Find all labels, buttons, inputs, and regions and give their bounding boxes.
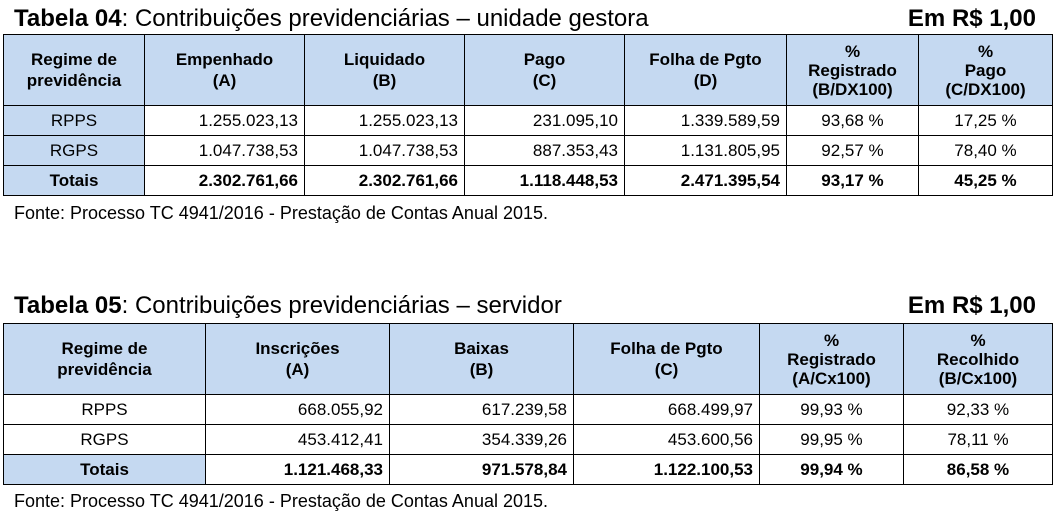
table-row: RPPS 668.055,92 617.239,58 668.499,97 99… <box>3 394 1053 425</box>
table-04-title-number: Tabela 04 <box>14 5 122 32</box>
table-05-title-number: Tabela 05 <box>14 292 122 319</box>
table-cell: 668.499,97 <box>573 394 760 425</box>
table-04-header-pago: Pago (C) <box>464 34 625 106</box>
table-cell: 354.339,26 <box>389 424 574 455</box>
table-04-title-row: Tabela 04: Contribuições previdenciárias… <box>0 3 1054 33</box>
table-cell: 453.600,56 <box>573 424 760 455</box>
table-cell: 1.121.468,33 <box>205 454 390 485</box>
table-04-regime-cell: RGPS <box>3 135 145 166</box>
table-04-section: Tabela 04: Contribuições previdenciárias… <box>0 3 1054 223</box>
table-cell: 2.302.761,66 <box>304 165 465 196</box>
table-04-header-empenhado: Empenhado (A) <box>144 34 305 106</box>
table-05-header-folha: Folha de Pgto (C) <box>573 323 760 395</box>
table-cell: 1.339.589,59 <box>624 105 787 136</box>
table-cell: 92,33 % <box>903 394 1053 425</box>
table-row: RGPS 1.047.738,53 1.047.738,53 887.353,4… <box>3 135 1053 166</box>
table-04-totals-row: Totais 2.302.761,66 2.302.761,66 1.118.4… <box>3 165 1053 196</box>
table-05-title: Tabela 05: Contribuições previdenciárias… <box>14 292 562 320</box>
table-05-regime-cell: RGPS <box>3 424 206 455</box>
table-05-title-row: Tabela 05: Contribuições previdenciárias… <box>0 290 1054 320</box>
table-cell: 1.047.738,53 <box>304 135 465 166</box>
table-cell: 617.239,58 <box>389 394 574 425</box>
table-05-header-baixas: Baixas (B) <box>389 323 574 395</box>
table-cell: 78,40 % <box>918 135 1053 166</box>
table-cell: 453.412,41 <box>205 424 390 455</box>
table-cell: 99,94 % <box>759 454 904 485</box>
table-05-source-note: Fonte: Processo TC 4941/2016 - Prestação… <box>14 491 549 511</box>
table-05-header-inscricoes: Inscrições (A) <box>205 323 390 395</box>
table-04-header-pct-registrado: % Registrado (B/DX100) <box>786 34 919 106</box>
table-cell: 971.578,84 <box>389 454 574 485</box>
table-04-header-pct-pago: % Pago (C/DX100) <box>918 34 1053 106</box>
table-04-unit: Em R$ 1,00 <box>907 5 1036 32</box>
table-cell: 93,68 % <box>786 105 919 136</box>
table-cell: 1.255.023,13 <box>304 105 465 136</box>
table-04-regime-cell: RPPS <box>3 105 145 136</box>
table-cell: 1.118.448,53 <box>464 165 625 196</box>
table-cell: 1.122.100,53 <box>573 454 760 485</box>
table-04-header-folha: Folha de Pgto (D) <box>624 34 787 106</box>
table-cell: 2.302.761,66 <box>144 165 305 196</box>
table-04-source-note: Fonte: Processo TC 4941/2016 - Prestação… <box>14 203 549 223</box>
table-05-header-regime: Regime de previdência <box>3 323 206 395</box>
table-cell: 17,25 % <box>918 105 1053 136</box>
table-04-title: Tabela 04: Contribuições previdenciárias… <box>14 5 649 33</box>
table-05-header-pct-recolhido: % Recolhido (B/Cx100) <box>903 323 1053 395</box>
table-cell: 92,57 % <box>786 135 919 166</box>
table-row: RGPS 453.412,41 354.339,26 453.600,56 99… <box>3 424 1053 455</box>
table-cell: 1.047.738,53 <box>144 135 305 166</box>
table-04-title-text: : Contribuições previdenciárias – unidad… <box>121 5 649 32</box>
table-cell: 45,25 % <box>918 165 1053 196</box>
table-04-header-regime: Regime de previdência <box>3 34 145 106</box>
table-04-header-row: Regime de previdência Empenhado (A) Liquid… <box>3 34 1053 106</box>
table-05-totals-label: Totais <box>3 454 206 485</box>
table-04-header-liquidado: Liquidado (B) <box>304 34 465 106</box>
table-cell: 887.353,43 <box>464 135 625 166</box>
table-05-header-pct-registrado: % Registrado (A/Cx100) <box>759 323 904 395</box>
table-cell: 1.131.805,95 <box>624 135 787 166</box>
table-04-totals-label: Totais <box>3 165 145 196</box>
table-05-regime-cell: RPPS <box>3 394 206 425</box>
table-05-section: Tabela 05: Contribuições previdenciárias… <box>0 290 1054 511</box>
table-cell: 231.095,10 <box>464 105 625 136</box>
table-cell: 93,17 % <box>786 165 919 196</box>
table-cell: 1.255.023,13 <box>144 105 305 136</box>
table-row: RPPS 1.255.023,13 1.255.023,13 231.095,1… <box>3 105 1053 136</box>
table-cell: 99,95 % <box>759 424 904 455</box>
table-cell: 668.055,92 <box>205 394 390 425</box>
table-cell: 99,93 % <box>759 394 904 425</box>
table-cell: 2.471.395,54 <box>624 165 787 196</box>
table-cell: 78,11 % <box>903 424 1053 455</box>
table-05-totals-row: Totais 1.121.468,33 971.578,84 1.122.100… <box>3 454 1053 485</box>
table-05-unit: Em R$ 1,00 <box>907 292 1036 319</box>
table-04: Regime de previdência Empenhado (A) Liquid… <box>3 34 1053 196</box>
table-cell: 86,58 % <box>903 454 1053 485</box>
table-05-header-row: Regime de previdência Inscrições (A) Baixa… <box>3 323 1053 395</box>
table-05: Regime de previdência Inscrições (A) Baixa… <box>3 323 1053 485</box>
table-05-title-text: : Contribuições previdenciárias – servid… <box>121 292 562 319</box>
